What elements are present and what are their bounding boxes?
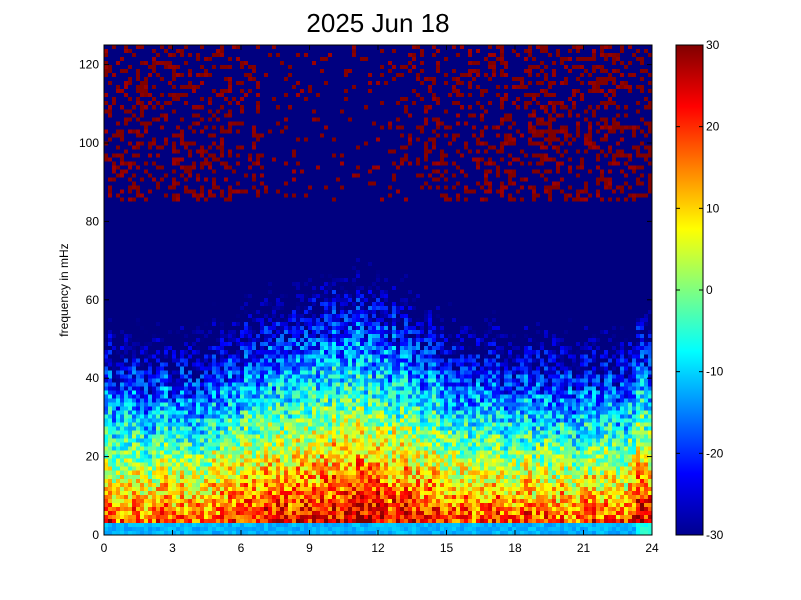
- y-tick-label: 120: [79, 58, 99, 72]
- colorbar-tick-label: -30: [706, 528, 724, 542]
- x-tick-label: 9: [306, 541, 313, 555]
- chart-title: 2025 Jun 18: [306, 8, 449, 38]
- colorbar-tick-label: -10: [706, 365, 724, 379]
- x-tick-label: 21: [577, 541, 591, 555]
- x-tick-label: 6: [238, 541, 245, 555]
- y-axis: 0 20 40 60 80 100 120: [79, 58, 652, 542]
- colorbar-tick-label: 20: [706, 120, 720, 134]
- colorbar-tick-label: 0: [706, 283, 713, 297]
- y-tick-label: 80: [86, 214, 100, 228]
- colorbar-ticks: 30 20 10 0 -10 -20 -30: [676, 38, 724, 542]
- colorbar-tick-label: 30: [706, 38, 720, 52]
- x-tick-label: 0: [101, 541, 108, 555]
- x-tick-label: 3: [169, 541, 176, 555]
- y-tick-label: 60: [86, 293, 100, 307]
- colorbar-tick-label: 10: [706, 201, 720, 215]
- y-tick-label: 40: [86, 371, 100, 385]
- x-tick-label: 18: [508, 541, 522, 555]
- colorbar: [675, 44, 704, 536]
- heatmap-cells: [104, 45, 652, 535]
- x-tick-label: 12: [371, 541, 385, 555]
- y-tick-label: 100: [79, 136, 99, 150]
- colorbar-tick-label: -20: [706, 446, 724, 460]
- x-axis: 0 3 6 9 12 15 18 21 24: [101, 45, 659, 555]
- x-tick-label: 24: [645, 541, 659, 555]
- heatmap-image: [104, 45, 652, 535]
- y-tick-label: 0: [92, 528, 99, 542]
- y-axis-label: frequency in mHz: [57, 243, 71, 336]
- y-tick-label: 20: [86, 450, 100, 464]
- x-tick-label: 15: [440, 541, 454, 555]
